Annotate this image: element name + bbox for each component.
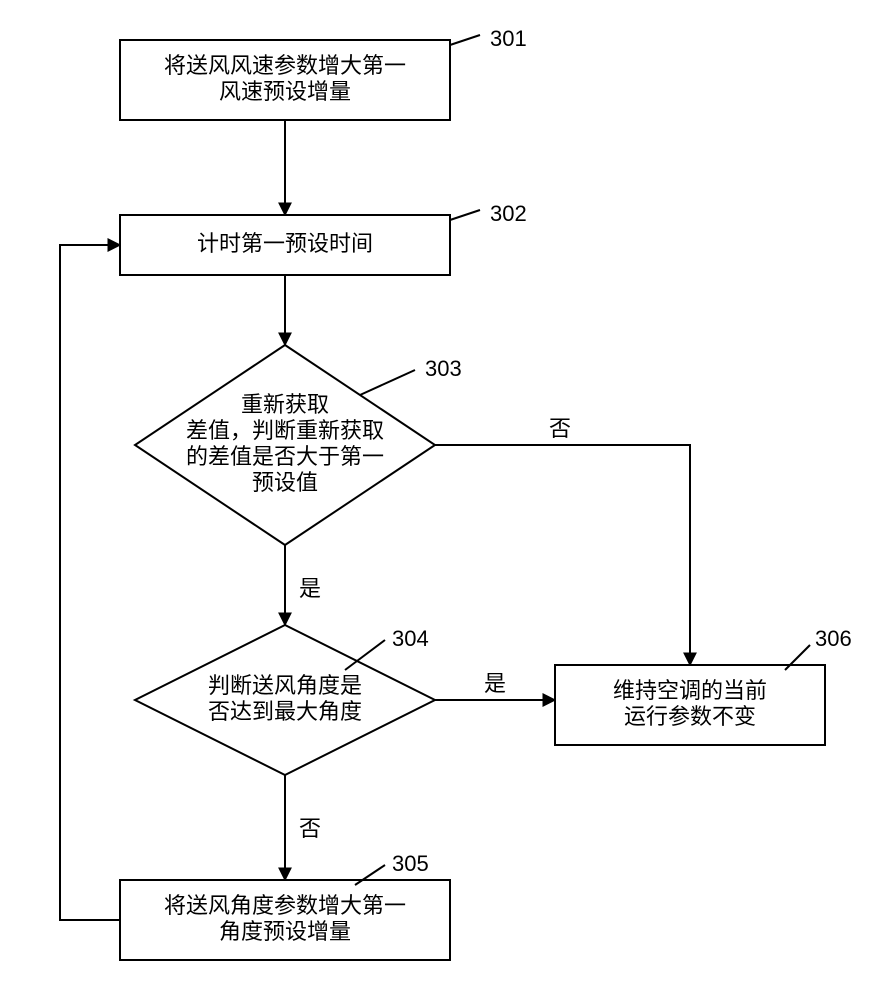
- node-text: 维持空调的当前: [613, 678, 767, 703]
- node-text: 将送风角度参数增大第一: [164, 893, 406, 918]
- node-text: 的差值是否大于第一: [186, 444, 384, 469]
- flowchart-diagram: 是否是否将送风风速参数增大第一风速预设增量301计时第一预设时间302重新获取差…: [0, 0, 881, 1000]
- node-text: 否达到最大角度: [208, 699, 362, 724]
- edge: [435, 445, 690, 665]
- step-number: 301: [490, 26, 527, 51]
- step-number: 302: [490, 201, 527, 226]
- step-number: 305: [392, 851, 429, 876]
- branch-label: 否: [299, 816, 321, 841]
- label-leader: [450, 35, 480, 45]
- label-leader: [450, 210, 480, 220]
- node-text: 重新获取: [241, 392, 329, 417]
- node-text: 角度预设增量: [219, 919, 351, 944]
- node-text: 运行参数不变: [624, 704, 756, 729]
- node-text: 计时第一预设时间: [197, 231, 373, 256]
- node-text: 差值，判断重新获取: [186, 418, 384, 443]
- node-text: 预设值: [252, 470, 318, 495]
- step-number: 304: [392, 626, 429, 651]
- edge: [60, 245, 120, 920]
- node-text: 将送风风速参数增大第一: [164, 53, 406, 78]
- node-text: 风速预设增量: [219, 79, 351, 104]
- branch-label: 是: [299, 576, 321, 601]
- node-text: 判断送风角度是: [208, 673, 362, 698]
- branch-label: 是: [484, 671, 506, 696]
- branch-label: 否: [549, 416, 571, 441]
- step-number: 306: [815, 626, 852, 651]
- label-leader: [360, 370, 415, 395]
- step-number: 303: [425, 356, 462, 381]
